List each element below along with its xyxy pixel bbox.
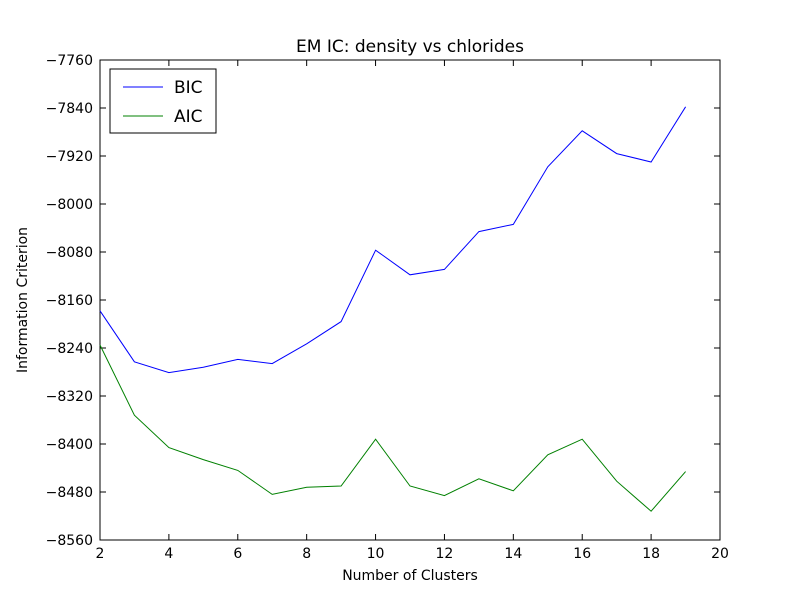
x-axis-label: Number of Clusters	[342, 568, 478, 584]
series-line-aic	[99, 344, 686, 512]
y-tick-label: −8080	[46, 245, 93, 261]
x-tick-label: 16	[573, 546, 591, 562]
x-tick-label: 10	[367, 546, 385, 562]
y-tick-label: −8320	[46, 389, 93, 405]
legend-label-bic: BIC	[174, 78, 203, 98]
y-tick-label: −8560	[46, 533, 93, 549]
y-axis: −7760 −7840 −7920 −8000 −8080 −8160 −8240 −8320…	[46, 53, 720, 549]
legend-label-aic: AIC	[174, 107, 203, 127]
y-axis-label: Information Criterion	[15, 227, 31, 373]
x-tick-label: 18	[642, 546, 660, 562]
chart-title: EM IC: density vs chlorides	[296, 37, 524, 57]
y-tick-label: −7760	[46, 53, 93, 69]
y-tick-label: −7840	[46, 101, 93, 117]
y-tick-label: −8480	[46, 485, 93, 501]
x-tick-label: 8	[302, 546, 311, 562]
y-tick-label: −8400	[46, 437, 93, 453]
legend: BIC AIC	[109, 68, 217, 134]
x-tick-label: 12	[436, 546, 454, 562]
x-tick-label: 4	[164, 546, 173, 562]
series-lines	[99, 106, 687, 512]
legend-box	[109, 68, 217, 134]
y-tick-label: −8160	[46, 293, 93, 309]
series-line-bic	[99, 106, 687, 374]
x-tick-label: 2	[96, 546, 105, 562]
y-tick-label: −8240	[46, 341, 93, 357]
y-tick-label: −7920	[46, 149, 93, 165]
x-tick-label: 20	[711, 546, 729, 562]
x-axis: 2 4 6 8 10 12 14 16 18 20	[96, 60, 729, 562]
x-tick-label: 14	[504, 546, 522, 562]
y-tick-label: −8000	[46, 197, 93, 213]
x-tick-label: 6	[233, 546, 242, 562]
